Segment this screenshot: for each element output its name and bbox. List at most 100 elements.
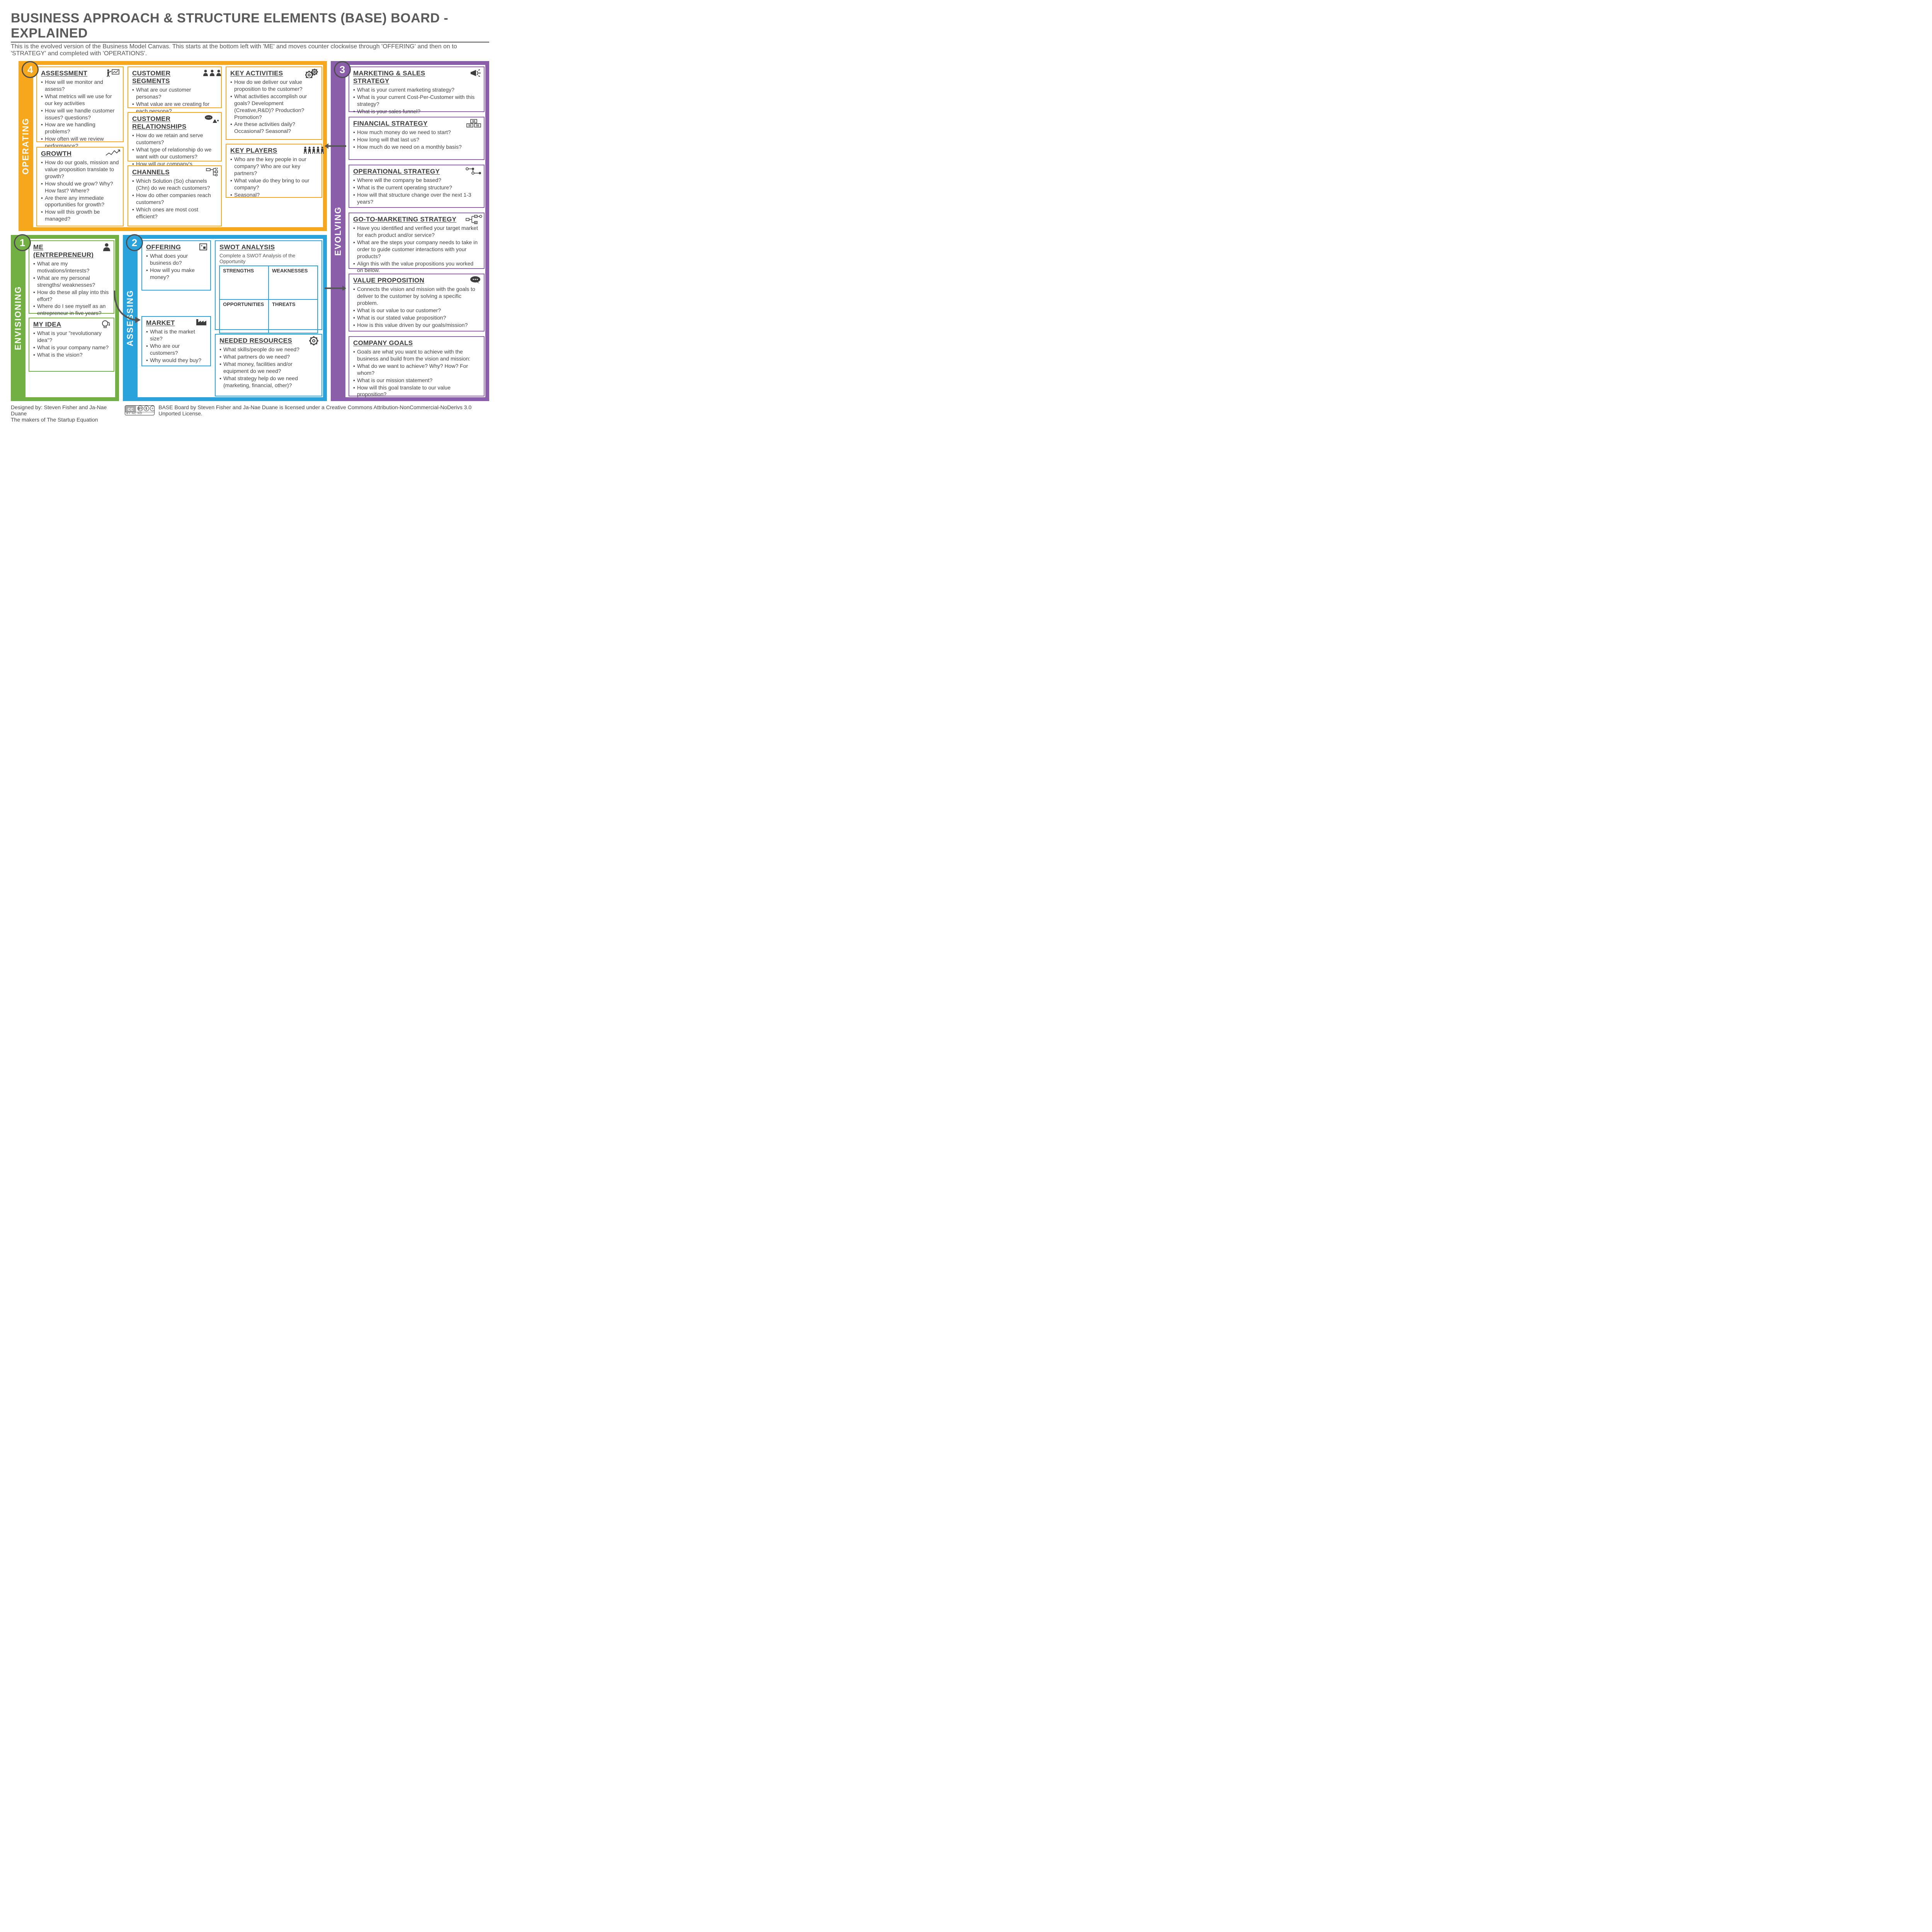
speech-icon xyxy=(465,276,481,285)
section-badge-2: 2 xyxy=(126,234,143,251)
team-icon xyxy=(303,146,319,155)
swot-threats: THREATS xyxy=(268,299,318,333)
bullet-item: What activities accomplish our goals? De… xyxy=(230,93,318,121)
bullet-item: Why would they buy? xyxy=(146,357,206,364)
section-badge-3: 3 xyxy=(334,61,351,78)
card-title: MARKETING & SALES STRATEGY xyxy=(353,70,480,85)
bullet-item: What is your current Cost-Per-Customer w… xyxy=(353,94,480,108)
cc-badge: cc BY$= BY NC ND xyxy=(125,405,155,415)
chat-icon xyxy=(202,114,219,124)
bullet-item: What is our value to our customer? xyxy=(353,307,480,314)
card-title: VALUE PROPOSITION xyxy=(353,277,480,284)
bullet-item: How will you make money? xyxy=(146,267,206,281)
card-goto_market: GO-TO-MARKETING STRATEGY✔✖Have you ident… xyxy=(349,213,485,269)
card-customer_segments: CUSTOMER SEGMENTSWhat are our customer p… xyxy=(128,66,222,108)
card-my_idea: MY IDEAWhat is your "revolutionary idea"… xyxy=(29,318,114,372)
bullet-item: Are these activities daily? Occasional? … xyxy=(230,121,318,135)
section-label-envisioning: ENVISIONING xyxy=(13,286,23,350)
page-subtitle: This is the evolved version of the Busin… xyxy=(11,43,489,57)
bullet-item: Where will the company be based? xyxy=(353,177,480,184)
gears-icon xyxy=(303,69,319,78)
nodes-icon xyxy=(465,167,481,176)
bullet-item: How is this value driven by our goals/mi… xyxy=(353,322,480,329)
person-icon xyxy=(95,243,111,252)
bullet-item: How should we grow? Why? How fast? Where… xyxy=(41,180,119,194)
section-badge-1: 1 xyxy=(14,234,31,251)
card-title: GO-TO-MARKETING STRATEGY xyxy=(353,216,480,223)
bullet-item: How are we handling problems? xyxy=(41,121,119,135)
bullet-item: How much do we need on a monthly basis? xyxy=(353,144,480,151)
card-bullets: How do we deliver our value proposition … xyxy=(230,79,318,135)
card-key_players: KEY PLAYERSWho are the key people in our… xyxy=(226,144,322,198)
bullet-item: What value do they bring to our company? xyxy=(230,177,318,191)
card-market: MARKETWhat is the market size?Who are ou… xyxy=(141,316,211,366)
card-financial: FINANCIAL STRATEGY$$$$$$How much money d… xyxy=(349,117,485,160)
bullet-item: What is your current marketing strategy? xyxy=(353,87,480,94)
bullet-item: Which ones are most cost efficient? xyxy=(132,206,217,220)
svg-text:$$: $$ xyxy=(472,120,475,123)
bullet-item: What metrics will we use for our key act… xyxy=(41,93,119,107)
people-icon xyxy=(202,69,219,78)
bullet-item: Who are the key people in our company? W… xyxy=(230,156,318,177)
bullet-item: Which Solution (So) channels (Chn) do we… xyxy=(132,178,217,192)
bullet-item: What is our stated value proposition? xyxy=(353,315,480,321)
swot-weaknesses: WEAKNESSES xyxy=(268,265,318,300)
bullet-item: How do we deliver our value proposition … xyxy=(230,79,318,93)
bullet-item: What are our customer personas? xyxy=(132,87,217,100)
money-icon: $$$$$$ xyxy=(465,119,481,128)
card-bullets: What is your current marketing strategy?… xyxy=(353,87,480,115)
card-needed_resources: NEEDED RESOURCESWhat skills/people do we… xyxy=(215,334,322,396)
card-title: OPERATIONAL STRATEGY xyxy=(353,168,480,175)
designed-by: Designed by: Steven Fisher and Ja-Nae Du… xyxy=(11,404,116,417)
card-customer_relationships: CUSTOMER RELATIONSHIPSHow do we retain a… xyxy=(128,112,222,162)
bullet-item: Who are our customers? xyxy=(146,343,206,357)
bullet-item: What is the vision? xyxy=(33,352,110,359)
swot-grid: STRENGTHSWEAKNESSESOPPORTUNITIESTHREATS xyxy=(219,266,318,333)
bullet-item: What are my personal strengths/ weakness… xyxy=(33,275,110,289)
card-operational: OPERATIONAL STRATEGY Where will the compa… xyxy=(349,165,485,208)
card-bullets: Have you identified and verified your ta… xyxy=(353,225,480,274)
bullet-item: What strategy help do we need (marketing… xyxy=(219,375,318,389)
bullet-item: Are there any immediate opportunities fo… xyxy=(41,195,119,209)
bullet-item: How do these all play into this effort? xyxy=(33,289,110,303)
bullet-item: How will we handle customer issues? ques… xyxy=(41,107,119,121)
bullet-item: How will this goal translate to our valu… xyxy=(353,384,480,398)
card-value_prop: VALUE PROPOSITION Connects the vision and… xyxy=(349,274,485,332)
card-bullets: How will we monitor and assess?What metr… xyxy=(41,79,119,150)
bullet-item: What skills/people do we need? xyxy=(219,346,318,353)
card-key_activities: KEY ACTIVITIESHow do we deliver our valu… xyxy=(226,66,322,140)
bullet-item: How will this growth be managed? xyxy=(41,209,119,223)
card-bullets: How do our goals, mission and value prop… xyxy=(41,159,119,223)
section-label-evolving: EVOLVING xyxy=(333,206,343,256)
card-bullets: Goals are what you want to achieve with … xyxy=(353,349,480,398)
flow-arrow xyxy=(324,142,347,150)
card-bullets: What does your business do?How will you … xyxy=(146,253,206,281)
bullet-item: Have you identified and verified your ta… xyxy=(353,225,480,239)
section-label-operating: OPERATING xyxy=(21,117,31,174)
svg-text:$$: $$ xyxy=(468,124,471,127)
page-title: BUSINESS APPROACH & STRUCTURE ELEMENTS (… xyxy=(11,11,489,43)
svg-text:✔: ✔ xyxy=(475,216,476,218)
swot-opportunities: OPPORTUNITIES xyxy=(219,299,269,333)
bullet-item: What type of relationship do we want wit… xyxy=(132,146,217,160)
makers-of: The makers of The Startup Equation xyxy=(11,417,116,423)
bullet-item: How long will that last us? xyxy=(353,136,480,143)
bullet-item: Seasonal? xyxy=(230,192,318,199)
card-bullets: What are my motivations/interests?What a… xyxy=(33,260,110,317)
card-bullets: Who are the key people in our company? W… xyxy=(230,156,318,198)
flow-icon: ✔✖ xyxy=(465,215,481,224)
footer: Designed by: Steven Fisher and Ja-Nae Du… xyxy=(11,404,489,423)
card-bullets: Connects the vision and mission with the… xyxy=(353,286,480,328)
card-title: FINANCIAL STRATEGY xyxy=(353,120,480,128)
bullet-item: What partners do we need? xyxy=(219,354,318,361)
bullet-item: How do our goals, mission and value prop… xyxy=(41,159,119,180)
bullet-item: What is your company name? xyxy=(33,344,110,351)
card-bullets: Where will the company be based?What is … xyxy=(353,177,480,206)
card-swot: SWOT ANALYSISComplete a SWOT Analysis of… xyxy=(215,240,322,330)
presenter-icon xyxy=(104,69,121,78)
bullet-item: Goals are what you want to achieve with … xyxy=(353,349,480,362)
base-board: OPERATINGENVISIONINGASSESSINGEVOLVING123… xyxy=(11,61,489,401)
card-company_goals: COMPANY GOALSGoals are what you want to … xyxy=(349,336,485,396)
line-chart-icon xyxy=(104,149,121,158)
svg-text:✖: ✖ xyxy=(475,222,476,224)
